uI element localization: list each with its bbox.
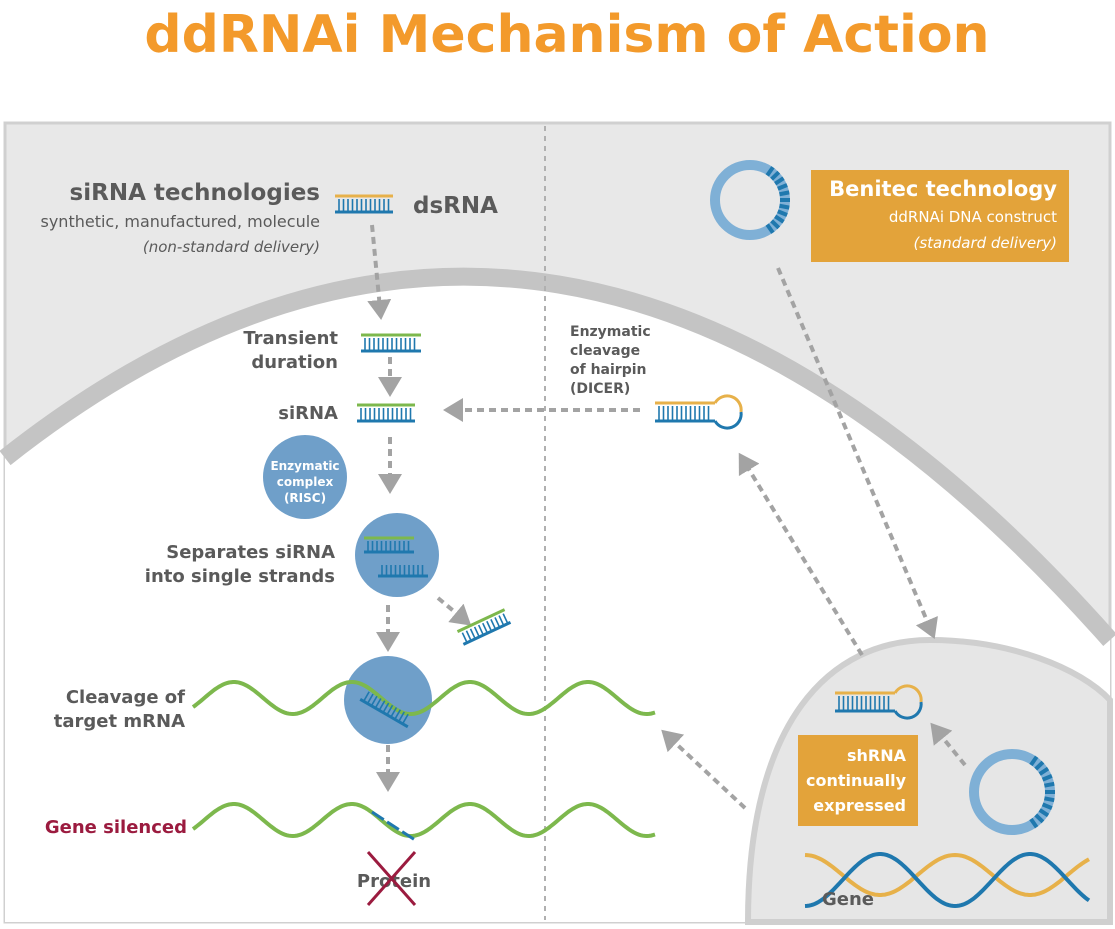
- released-strand: [456, 608, 512, 646]
- arrow-plasmid-to-nucleus: [776, 267, 938, 640]
- sirna-subtitle: synthetic, manufactured, molecule: [41, 212, 321, 231]
- target-mrna: [191, 680, 656, 717]
- plasmid-icon: [710, 160, 790, 240]
- dicer-label-1: Enzymatic: [570, 324, 651, 340]
- transient-sirna-icon: [361, 333, 421, 353]
- dsrna-icon: [335, 194, 393, 214]
- shrna-label-2: continually: [806, 771, 907, 790]
- sirna-technologies-heading: siRNA technologies: [70, 180, 320, 206]
- risc-label-3: (RISC): [284, 491, 326, 505]
- cleaved-fragment: [371, 810, 416, 842]
- guide-strand-bound: [359, 691, 409, 729]
- sirna-delivery: (non-standard delivery): [143, 238, 320, 256]
- separates-label-1: Separates siRNA: [166, 542, 335, 563]
- benitec-heading: Benitec technology: [829, 177, 1057, 201]
- dicer-label-2: cleavage: [570, 343, 640, 359]
- arrow-dsrna-to-transient: [367, 224, 392, 320]
- cell-membrane: [0, 267, 1115, 646]
- transient-label-2: duration: [251, 352, 338, 373]
- shrna-label-3: expressed: [813, 796, 906, 815]
- shrna-label-1: shRNA: [847, 746, 907, 765]
- risc-cleaving: [344, 656, 432, 744]
- benitec-subtitle: ddRNAi DNA construct: [889, 208, 1057, 226]
- shrna-box: [798, 735, 918, 826]
- gene-label: Gene: [822, 889, 874, 910]
- risc-complex: [263, 435, 347, 519]
- red-x-icon: [366, 851, 417, 906]
- sirna-label: siRNA: [278, 403, 338, 424]
- benitec-box: [811, 170, 1069, 262]
- gene-strand-blue: [804, 852, 1091, 909]
- gene-silenced-label: Gene silenced: [45, 817, 187, 838]
- arrow-to-single-strand: [436, 596, 472, 626]
- cleavage-label-1: Cleavage of: [66, 687, 185, 708]
- dicer-label-3: of hairpin: [570, 362, 647, 378]
- sirna-icon: [357, 403, 415, 423]
- page-title: ddRNAi Mechanism of Action: [144, 5, 989, 65]
- benitec-delivery: (standard delivery): [913, 234, 1057, 252]
- risc-separating: [355, 513, 439, 597]
- separates-label-2: into single strands: [145, 566, 335, 587]
- risc-label-1: Enzymatic: [270, 459, 339, 473]
- hairpin-shrna-nucleus: [835, 684, 923, 720]
- arrow-shrna-to-cytoplasm: [738, 452, 864, 657]
- separated-strand-bottom: [378, 565, 428, 578]
- transient-label-1: Transient: [243, 328, 338, 349]
- silenced-mrna: [191, 802, 656, 839]
- gene-strand-yellow: [804, 852, 1090, 897]
- dicer-label-4: (DICER): [570, 381, 630, 397]
- dsrna-label: dsRNA: [413, 193, 498, 219]
- separated-strand-top: [364, 536, 414, 554]
- hairpin-shrna-cytoplasm: [655, 394, 743, 430]
- plasmid-nucleus-icon: [969, 749, 1055, 835]
- arrow-shrna-to-mrna: [661, 729, 747, 810]
- risc-label-2: complex: [277, 475, 334, 489]
- arrows: [367, 224, 967, 810]
- cleavage-label-2: target mRNA: [54, 711, 185, 732]
